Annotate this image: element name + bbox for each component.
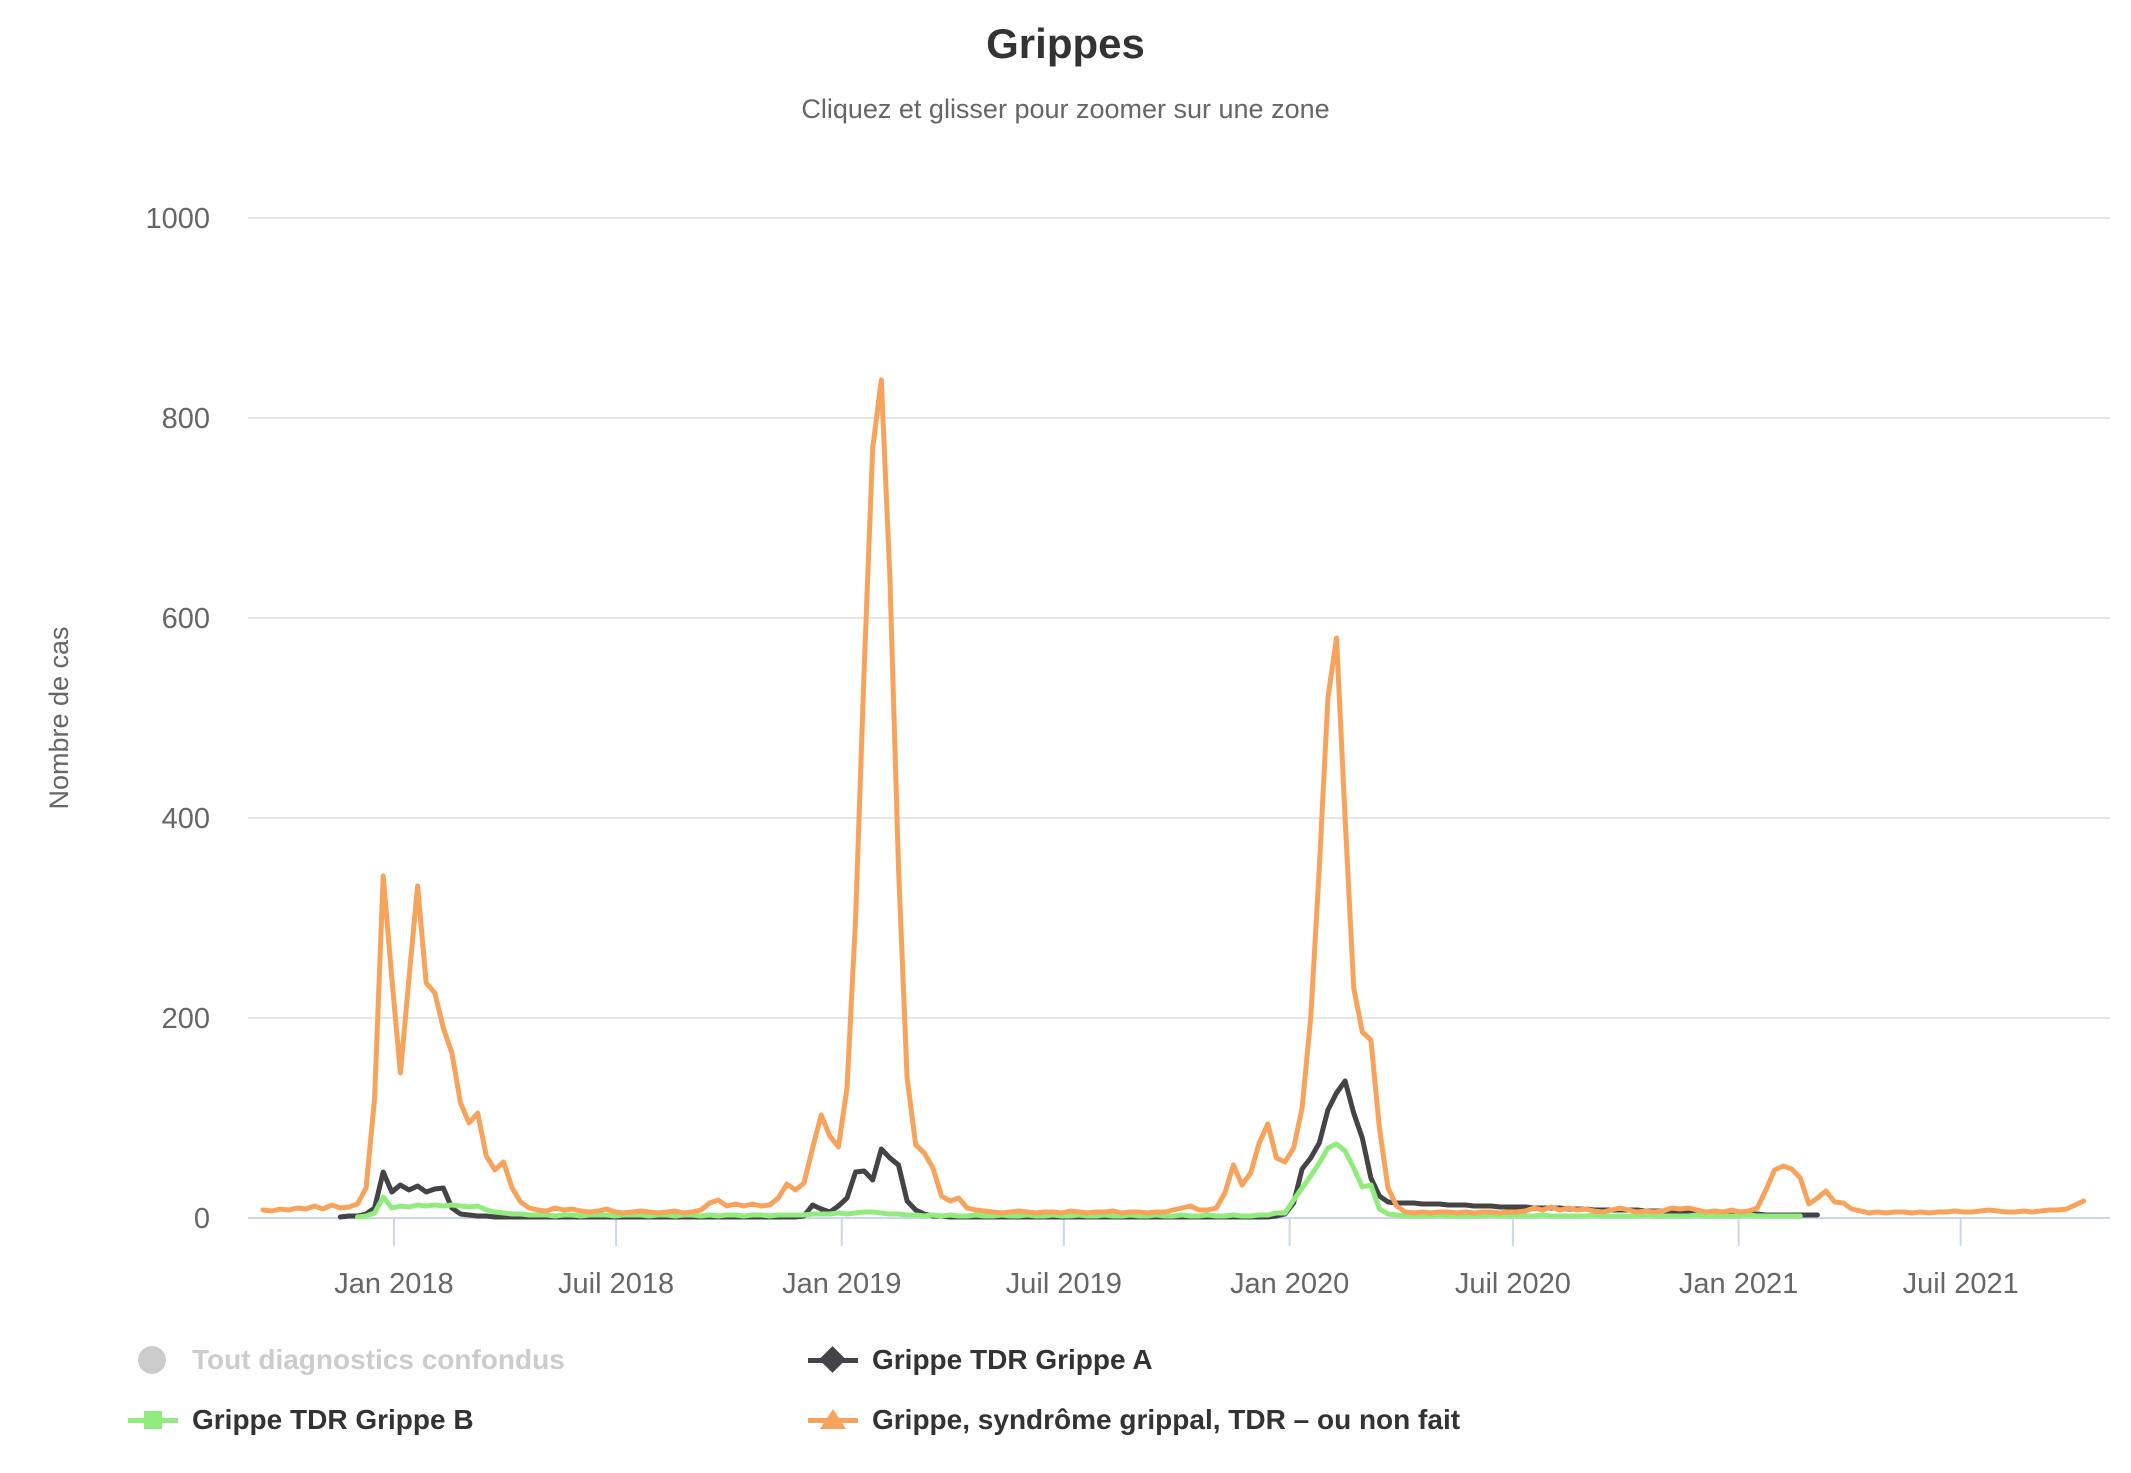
triangle-icon <box>808 1405 858 1435</box>
x-axis-label: Juil 2020 <box>1455 1268 1571 1300</box>
y-axis-label: 600 <box>162 603 210 635</box>
y-axis-label: 200 <box>162 1003 210 1035</box>
y-axis-label: 1000 <box>145 203 210 235</box>
x-axis-label: Jan 2019 <box>782 1268 901 1300</box>
legend-label: Grippe TDR Grippe B <box>192 1404 474 1435</box>
y-axis-label: 400 <box>162 803 210 835</box>
x-axis-label: Juil 2018 <box>558 1268 674 1300</box>
series-line-square <box>355 1141 1803 1220</box>
square-icon <box>128 1405 178 1435</box>
y-axis-label: 0 <box>194 1203 210 1235</box>
chart-subtitle: Cliquez et glisser pour zoomer sur une z… <box>801 94 1330 124</box>
y-axis-label: 800 <box>162 403 210 435</box>
x-axis-label: Jan 2021 <box>1679 1268 1798 1300</box>
legend-item-3[interactable]: Grippe TDR Grippe B <box>128 1398 808 1442</box>
x-axis-label: Juil 2021 <box>1903 1268 2019 1300</box>
circle-icon <box>128 1345 178 1375</box>
x-axis-label: Jan 2018 <box>334 1268 453 1300</box>
triangle-marker <box>820 1409 846 1429</box>
legend-item-1[interactable]: Tout diagnostics confondus <box>128 1338 808 1382</box>
x-axis-label: Jan 2020 <box>1230 1268 1349 1300</box>
y-axis-title: Nombre de cas <box>44 626 74 809</box>
legend: Tout diagnostics confondus Grippe TDR Gri… <box>128 1338 1578 1442</box>
legend-label: Grippe TDR Grippe A <box>872 1344 1153 1375</box>
legend-label: Grippe, syndrôme grippal, TDR – ou non f… <box>872 1404 1461 1435</box>
diamond-icon <box>808 1345 858 1375</box>
circle-marker <box>138 1346 166 1374</box>
diamond-marker <box>819 1346 846 1373</box>
series-line-triangle <box>260 377 2087 1216</box>
square-marker <box>144 1411 162 1429</box>
legend-item-4[interactable]: Grippe, syndrôme grippal, TDR – ou non f… <box>808 1398 1578 1442</box>
legend-item-2[interactable]: Grippe TDR Grippe A <box>808 1338 1578 1382</box>
legend-label: Tout diagnostics confondus <box>192 1344 565 1375</box>
x-axis-label: Juil 2019 <box>1006 1268 1122 1300</box>
plot-area[interactable] <box>248 218 2110 1218</box>
chart-title: Grippes <box>986 20 1145 67</box>
